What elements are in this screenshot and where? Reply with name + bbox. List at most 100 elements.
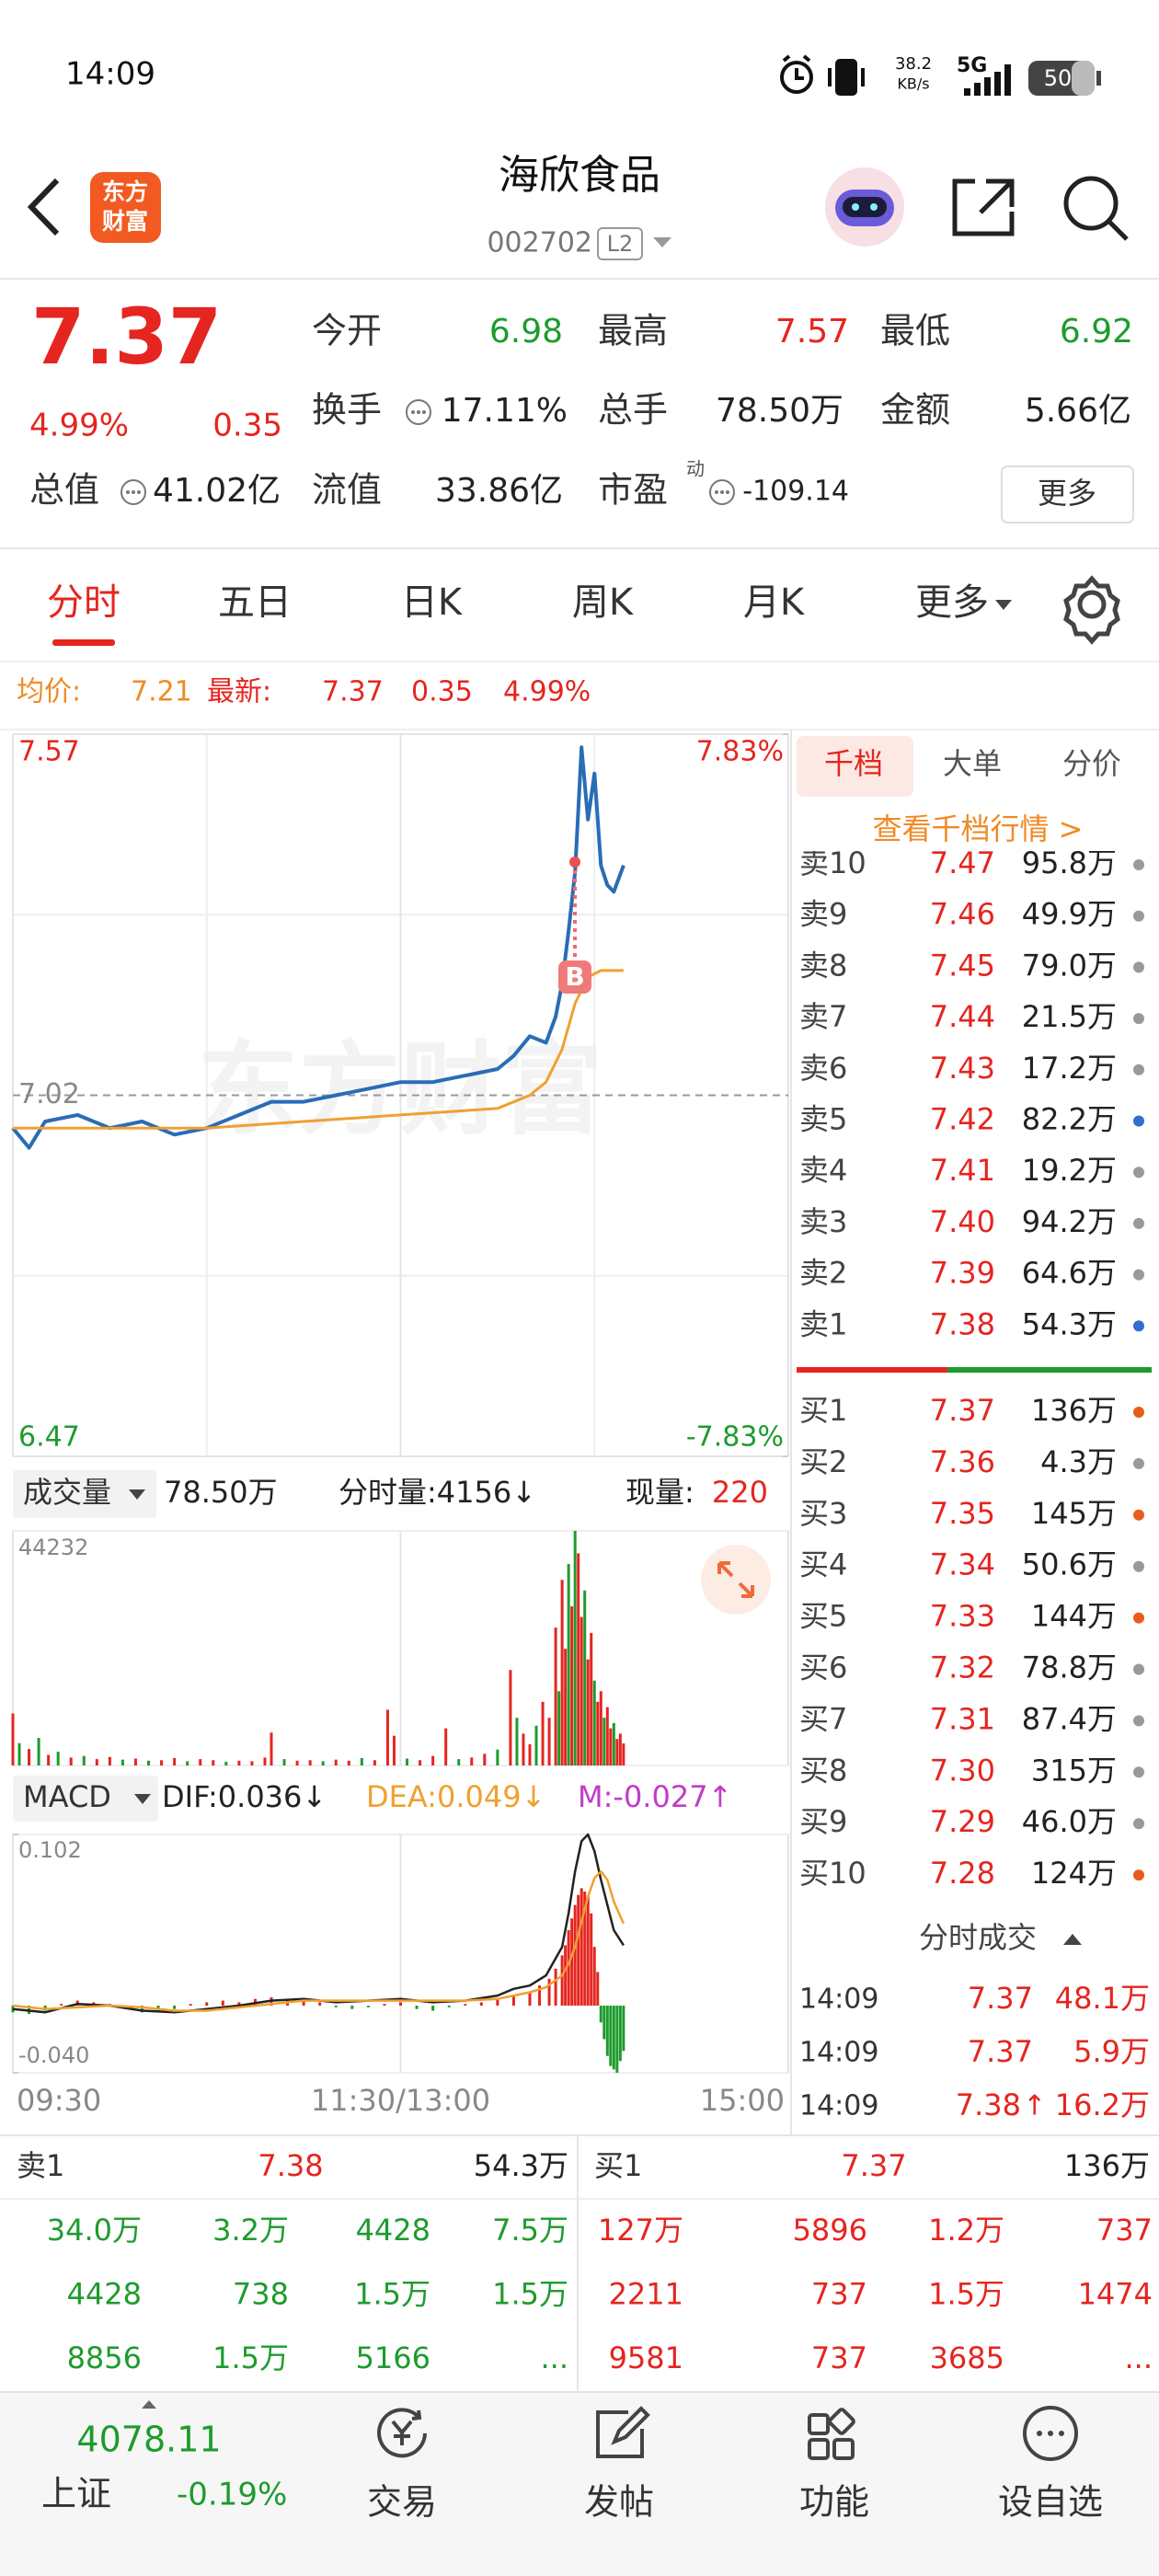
tab[interactable]: 日K xyxy=(401,581,464,624)
book-price: 7.44 xyxy=(930,999,995,1034)
macd-bar xyxy=(586,1896,590,2007)
book-tab[interactable]: 大单 xyxy=(943,746,1002,781)
x-tick-label: 15:00 xyxy=(700,2083,785,2118)
book-label: 买2 xyxy=(799,1444,847,1479)
bid-queue: 1.2万 xyxy=(928,2213,1004,2248)
book-volume: 144万 xyxy=(1031,1599,1117,1634)
book-volume: 87.4万 xyxy=(1022,1701,1117,1736)
book-label: 卖3 xyxy=(799,1204,847,1239)
macd-bar xyxy=(609,2006,613,2066)
volume-bar xyxy=(602,1718,606,1765)
macd-bar xyxy=(237,2002,241,2007)
book-volume: 64.6万 xyxy=(1022,1256,1117,1291)
expand-button[interactable] xyxy=(701,1545,771,1615)
share-button[interactable] xyxy=(952,178,1015,236)
nav-item[interactable]: 交易 xyxy=(367,2482,437,2523)
stat-label: 今开 xyxy=(312,311,382,351)
bid-queue: 737 xyxy=(811,2277,867,2312)
book-dot xyxy=(1133,1064,1144,1075)
more-button[interactable] xyxy=(1001,466,1134,523)
volume-selector[interactable] xyxy=(13,1470,156,1518)
volume-bar xyxy=(173,1757,177,1765)
macd-bar xyxy=(447,2006,451,2007)
book-dot xyxy=(1133,859,1144,870)
macd-bar xyxy=(592,1947,596,2007)
book-label: 买7 xyxy=(799,1701,847,1736)
stock-name: 海欣食品 xyxy=(499,152,660,199)
volume-bar xyxy=(82,1755,86,1765)
network: 5G xyxy=(957,54,987,77)
macd-bar xyxy=(511,1995,515,2007)
current-label: 现量: xyxy=(625,1475,694,1510)
volume-bar xyxy=(212,1760,215,1765)
book-volume: 136万 xyxy=(1031,1393,1117,1428)
info-dot xyxy=(720,490,724,494)
tab[interactable]: 周K xyxy=(572,581,635,624)
tab[interactable]: 月K xyxy=(743,581,806,624)
search-button[interactable] xyxy=(1063,176,1129,241)
volume-bar xyxy=(406,1758,409,1765)
macd-bar xyxy=(567,1929,570,2007)
book-label: 卖2 xyxy=(799,1256,847,1291)
level-badge xyxy=(597,227,643,260)
code-dropdown[interactable] xyxy=(653,237,671,247)
book-dot xyxy=(1133,1560,1144,1572)
assistant-avatar[interactable] xyxy=(825,167,904,247)
tab[interactable]: 更多 xyxy=(915,581,989,624)
volume-bar xyxy=(419,1760,422,1765)
price-line xyxy=(11,745,625,1150)
app-logo xyxy=(90,172,161,243)
volume-bar xyxy=(496,1749,499,1765)
book-dot xyxy=(1133,1612,1144,1624)
volume-bar xyxy=(596,1701,600,1765)
volume-bar xyxy=(470,1757,474,1765)
book-tab[interactable]: 分价 xyxy=(1062,746,1121,781)
macd-bar xyxy=(334,2006,338,2007)
tab-dropdown[interactable] xyxy=(995,600,1012,610)
macd-bar xyxy=(60,2004,63,2007)
nav-item[interactable]: 设自选 xyxy=(998,2482,1103,2523)
indicator-selector[interactable] xyxy=(13,1776,158,1822)
tab[interactable]: 五日 xyxy=(218,581,292,624)
macd-bar xyxy=(318,2002,322,2007)
volume-bar xyxy=(541,1701,545,1765)
settings-button[interactable] xyxy=(1063,575,1120,645)
info-dot xyxy=(137,490,141,494)
tab[interactable]: 分时 xyxy=(47,581,120,624)
stat-label: 总值 xyxy=(29,470,99,511)
dropdown-arrow xyxy=(134,1794,151,1804)
macd-label: MACD xyxy=(23,1779,111,1814)
book-volume: 21.5万 xyxy=(1022,999,1117,1034)
index-toggle[interactable] xyxy=(142,2400,156,2409)
volume-bar xyxy=(457,1759,461,1765)
back-button[interactable] xyxy=(27,178,60,236)
current-volume: 220 xyxy=(712,1475,768,1510)
book-dot xyxy=(1133,1715,1144,1727)
net-speed: 38.2 xyxy=(895,54,932,74)
book-volume: 78.8万 xyxy=(1022,1650,1117,1685)
ask1-label: 卖1 xyxy=(17,2148,64,2183)
book-label: 卖1 xyxy=(799,1306,847,1341)
book-dot xyxy=(1133,1269,1144,1281)
book-price: 7.29 xyxy=(930,1804,995,1839)
book-link[interactable]: 查看千档行情 > xyxy=(873,811,1084,846)
marker-point xyxy=(569,857,580,868)
volume-bar xyxy=(28,1749,31,1765)
collapse-arrow[interactable] xyxy=(1063,1934,1082,1945)
nav-item[interactable]: 功能 xyxy=(799,2482,869,2523)
macd-bar xyxy=(564,1945,568,2007)
macd-bar xyxy=(528,1992,532,2007)
book-tab[interactable]: 千档 xyxy=(824,746,883,781)
bid-queue: 2211 xyxy=(609,2277,683,2312)
macd-bar xyxy=(141,2006,143,2013)
volume-bar xyxy=(618,1733,622,1765)
bid-queue: 737 xyxy=(1096,2213,1153,2248)
nav-item[interactable]: 发帖 xyxy=(584,2482,654,2523)
book-price: 7.32 xyxy=(930,1650,995,1685)
stat-label: 换手 xyxy=(312,390,382,431)
macd-bar xyxy=(431,2006,435,2011)
book-price: 7.45 xyxy=(930,948,995,983)
macd-bar xyxy=(415,2006,419,2009)
